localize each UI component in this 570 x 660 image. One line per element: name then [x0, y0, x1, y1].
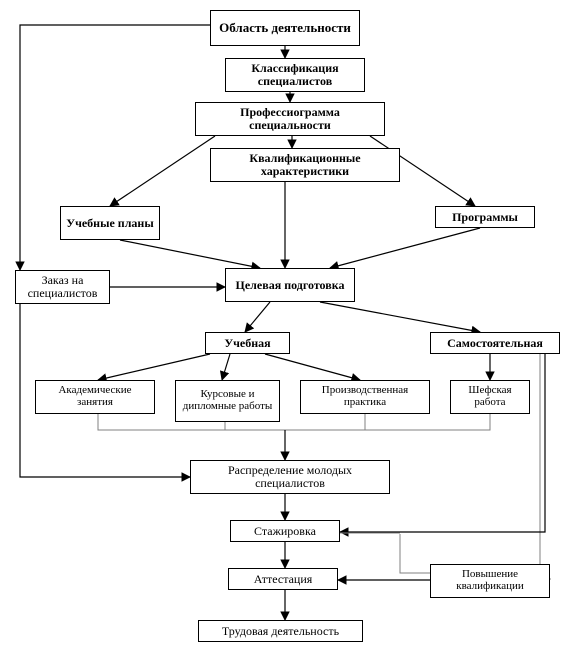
node-n9: Учебная	[205, 332, 290, 354]
edge	[245, 302, 270, 332]
node-n6: Программы	[435, 206, 535, 228]
node-label: Целевая подготовка	[230, 279, 350, 292]
flowchart-stage: Область деятельности Классификация специа…	[0, 0, 570, 660]
node-n13: Производственная практика	[300, 380, 430, 414]
edge-layer	[0, 0, 570, 660]
edge	[222, 354, 230, 380]
node-n12: Курсовые и дипломные работы	[175, 380, 280, 422]
node-label: Повышение квалификации	[435, 569, 545, 592]
node-n14: Шефская работа	[450, 380, 530, 414]
node-label: Область деятельности	[215, 21, 355, 35]
node-label: Аттестация	[233, 573, 333, 586]
edge	[120, 240, 260, 268]
node-label: Курсовые и дипломные работы	[180, 389, 275, 412]
node-n17: Аттестация	[228, 568, 338, 590]
node-n15: Распределение молодых специалистов	[190, 460, 390, 494]
node-label: Трудовая деятельность	[203, 625, 358, 638]
node-n5: Учебные планы	[60, 206, 160, 240]
edge	[265, 354, 360, 380]
node-label: Стажировка	[235, 525, 335, 538]
node-label: Программы	[440, 211, 530, 224]
node-label: Распределение молодых специалистов	[195, 464, 385, 489]
edge	[98, 414, 490, 430]
node-n1: Область деятельности	[210, 10, 360, 46]
edge	[330, 228, 480, 268]
node-n8: Целевая подготовка	[225, 268, 355, 302]
edge	[98, 354, 210, 380]
node-n19: Трудовая деятельность	[198, 620, 363, 642]
edge	[400, 534, 430, 573]
node-label: Заказ на специалистов	[20, 274, 105, 299]
node-label: Учебная	[210, 337, 285, 350]
node-label: Академические занятия	[40, 385, 150, 408]
node-n16: Стажировка	[230, 520, 340, 542]
node-label: Самостоятельная	[435, 337, 555, 350]
node-label: Классификация специалистов	[230, 62, 360, 87]
node-label: Производственная практика	[305, 385, 425, 408]
node-n3: Профессиограмма специальности	[195, 102, 385, 136]
edge	[320, 302, 480, 332]
edge	[110, 136, 215, 206]
node-label: Учебные планы	[65, 217, 155, 230]
node-n11: Академические занятия	[35, 380, 155, 414]
node-label: Профессиограмма специальности	[200, 106, 380, 131]
node-n18: Повышение квалификации	[430, 564, 550, 598]
node-label: Шефская работа	[455, 385, 525, 408]
node-label: Квалификационные характеристики	[215, 152, 395, 177]
node-n4: Квалификационные характеристики	[210, 148, 400, 182]
node-n2: Классификация специалистов	[225, 58, 365, 92]
node-n10: Самостоятельная	[430, 332, 560, 354]
node-n7: Заказ на специалистов	[15, 270, 110, 304]
